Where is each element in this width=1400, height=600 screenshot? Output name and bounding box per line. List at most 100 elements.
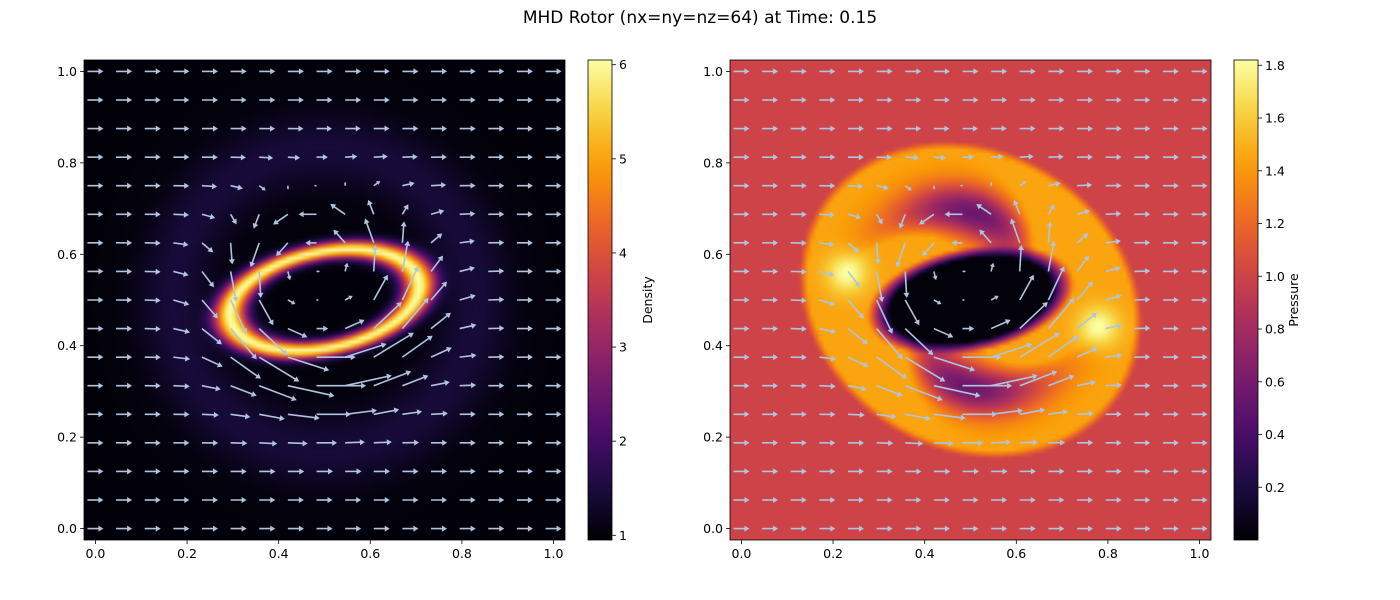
velocity-arrow: [488, 97, 505, 103]
velocity-arrow: [904, 299, 920, 326]
velocity-arrow: [876, 154, 892, 161]
velocity-arrow: [116, 297, 133, 304]
velocity-arrow: [488, 497, 505, 503]
velocity-arrow: [345, 439, 365, 446]
velocity-arrow: [1077, 468, 1094, 475]
velocity-arrow: [488, 125, 505, 132]
velocity-arrow: [733, 268, 750, 275]
velocity-arrow: [1134, 411, 1151, 418]
velocity-arrow: [116, 154, 133, 161]
velocity-arrow: [1019, 274, 1034, 301]
velocity-arrow: [316, 125, 332, 132]
density-colorbar: 1 2 3 4 5 6 Density: [587, 57, 655, 543]
velocity-arrow: [87, 411, 104, 418]
x-tick-label: 0.0: [732, 546, 752, 561]
velocity-arrow: [904, 185, 912, 191]
velocity-arrow: [1162, 268, 1179, 275]
velocity-arrow: [959, 184, 963, 187]
velocity-arrow: [173, 97, 190, 104]
velocity-arrow: [1076, 312, 1097, 330]
figure-title: MHD Rotor (nx=ny=nz=64) at Time: 0.15: [522, 8, 878, 28]
velocity-arrow: [819, 299, 836, 307]
velocity-arrow: [1105, 496, 1122, 503]
velocity-arrow: [459, 322, 477, 330]
velocity-arrow: [230, 154, 246, 161]
velocity-arrow: [545, 268, 562, 275]
velocity-arrow: [201, 327, 222, 345]
velocity-arrow: [1134, 525, 1151, 532]
velocity-arrow: [819, 68, 836, 75]
velocity-arrow: [144, 211, 161, 218]
velocity-arrow: [229, 213, 237, 225]
velocity-arrow: [933, 440, 954, 447]
velocity-arrow: [313, 184, 317, 187]
velocity-arrow: [1134, 268, 1151, 275]
velocity-arrow: [488, 296, 505, 303]
velocity-arrow: [762, 525, 779, 532]
velocity-arrow: [990, 342, 1033, 358]
velocity-arrow: [516, 268, 533, 275]
pressure-heatmap: [730, 60, 1211, 540]
y-tick-label: 0.4: [57, 338, 77, 353]
velocity-arrow: [1191, 325, 1208, 332]
velocity-arrow: [545, 325, 562, 332]
velocity-arrow: [344, 319, 365, 330]
velocity-arrow: [1134, 182, 1151, 189]
velocity-arrow: [1134, 125, 1151, 132]
velocity-arrow: [847, 299, 864, 319]
velocity-arrow: [259, 154, 274, 161]
velocity-arrow: [173, 241, 189, 248]
velocity-arrow: [87, 239, 104, 246]
velocity-arrow: [1105, 68, 1122, 75]
velocity-arrow: [144, 268, 161, 275]
velocity-arrow: [1077, 68, 1094, 75]
velocity-arrow: [847, 97, 864, 104]
velocity-arrow: [1019, 439, 1038, 446]
velocity-arrow: [1105, 439, 1122, 446]
x-tick-label: 0.6: [1006, 546, 1026, 561]
velocity-arrow: [1105, 182, 1122, 189]
velocity-arrow: [259, 497, 276, 504]
velocity-arrow: [819, 525, 836, 532]
velocity-arrow: [905, 154, 920, 161]
velocity-arrow: [991, 407, 1023, 416]
velocity-arrow: [819, 270, 835, 277]
velocity-arrow: [733, 297, 750, 304]
velocity-arrow: [1077, 154, 1093, 161]
velocity-arrow: [545, 182, 562, 189]
velocity-arrow: [144, 525, 161, 532]
velocity-arrow: [430, 312, 451, 330]
velocity-arrow: [459, 210, 476, 217]
velocity-arrow: [488, 68, 505, 75]
velocity-arrow: [173, 270, 189, 277]
velocity-arrow: [1191, 68, 1208, 75]
velocity-arrow: [733, 354, 750, 361]
velocity-arrow: [1191, 468, 1208, 475]
velocity-arrow: [258, 356, 300, 382]
velocity-arrow: [819, 211, 835, 218]
velocity-arrow: [516, 296, 533, 303]
velocity-arrow: [762, 325, 779, 332]
velocity-arrow: [144, 240, 161, 247]
velocity-arrow: [488, 353, 505, 360]
velocity-arrow: [459, 468, 476, 475]
velocity-arrow: [819, 468, 836, 475]
velocity-arrow: [287, 525, 304, 532]
velocity-arrow: [1191, 268, 1208, 275]
velocity-arrow: [951, 239, 963, 246]
velocity-arrow: [173, 411, 190, 418]
velocity-arrow: [733, 125, 750, 132]
velocity-arrow: [459, 125, 476, 132]
velocity-arrow: [345, 407, 377, 416]
velocity-arrow: [1162, 68, 1179, 75]
x-tick-label: 0.4: [915, 546, 935, 561]
y-tick-label: 0.6: [703, 247, 723, 262]
velocity-arrow: [343, 262, 349, 272]
velocity-arrow: [847, 356, 869, 368]
velocity-arrow: [905, 440, 924, 447]
velocity-arrow: [545, 154, 562, 161]
velocity-arrow: [488, 382, 505, 389]
colorbar-tick-label: 1.2: [1265, 216, 1285, 231]
velocity-arrow: [790, 268, 807, 275]
velocity-arrow: [933, 125, 950, 132]
